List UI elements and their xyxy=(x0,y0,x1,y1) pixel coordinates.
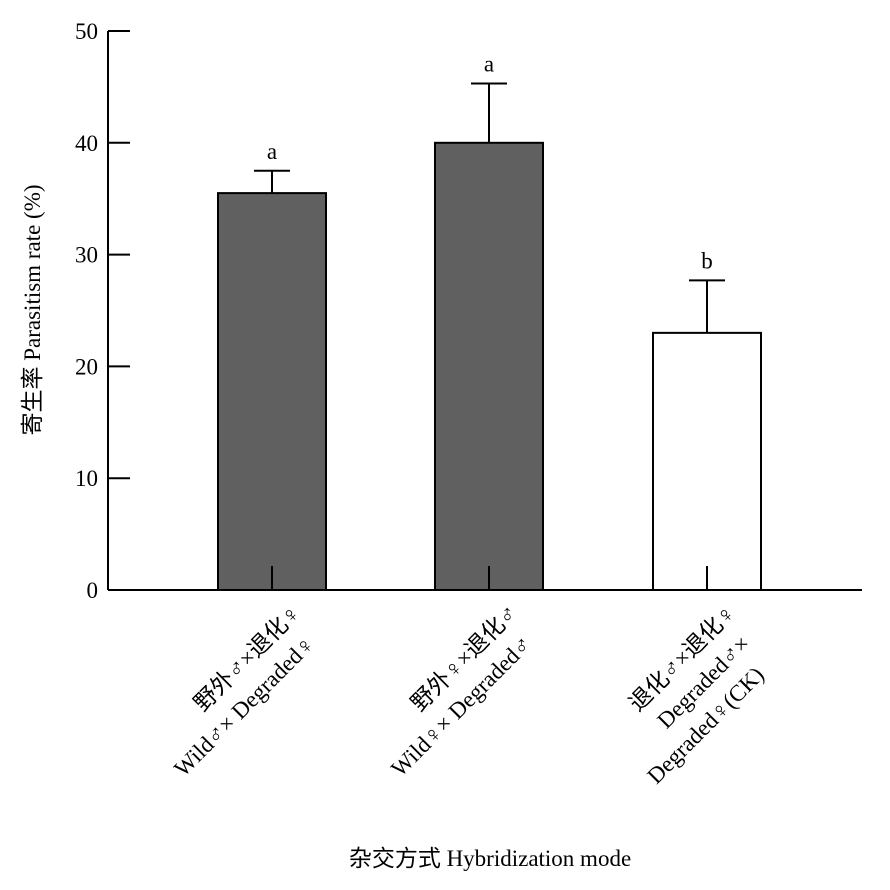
y-tick-label: 40 xyxy=(75,131,98,156)
y-tick-label: 10 xyxy=(75,466,98,491)
x-axis-label: 杂交方式 Hybridization mode xyxy=(349,846,631,871)
x-tick-label-group: 野外♂×退化♀Wild♂× Degraded♀ xyxy=(169,600,319,782)
y-tick-label: 30 xyxy=(75,243,98,268)
significance-letter: a xyxy=(267,139,277,164)
y-axis-label: 寄生率 Parasitism rate (%) xyxy=(20,184,45,435)
bar xyxy=(217,192,327,592)
significance-letter: a xyxy=(484,52,494,77)
bar xyxy=(434,141,544,592)
significance-letter: b xyxy=(701,248,713,273)
y-tick-label: 0 xyxy=(87,578,99,603)
bar xyxy=(652,331,762,591)
y-tick-label: 50 xyxy=(75,19,98,44)
y-tick-label: 20 xyxy=(75,354,98,379)
x-tick-label-group: 退化♂×退化♀Degraded♂×Degraded♀(CK) xyxy=(624,600,769,789)
x-tick-label-group: 野外♀×退化♂Wild♀× Degraded♂ xyxy=(386,600,536,782)
